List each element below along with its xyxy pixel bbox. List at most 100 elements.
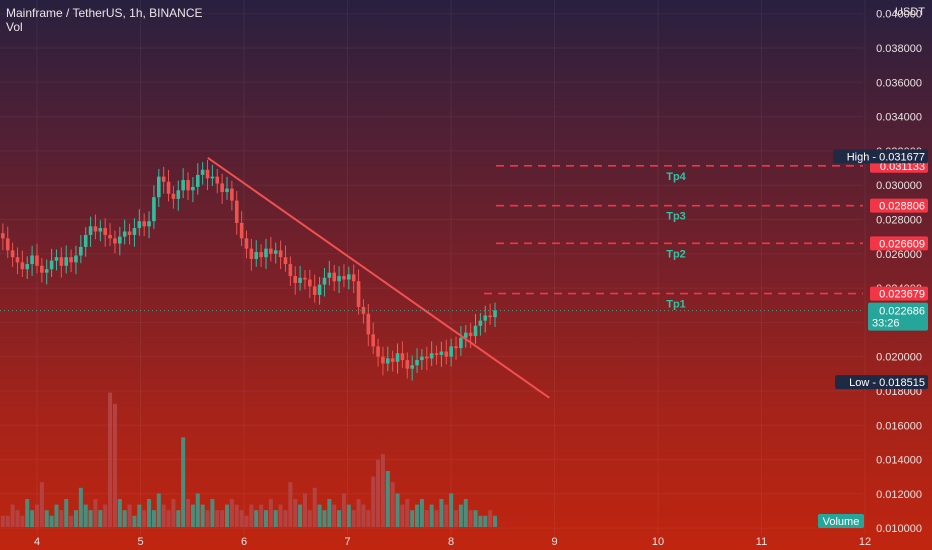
candle-body bbox=[88, 226, 93, 235]
time-tick-label: 7 bbox=[344, 536, 350, 548]
price-tick-label: 0.040000 bbox=[876, 9, 922, 21]
volume-bar bbox=[103, 504, 108, 527]
candle-body bbox=[215, 176, 220, 184]
volume-bar bbox=[30, 510, 35, 527]
volume-bar bbox=[156, 493, 161, 527]
volume-bar bbox=[249, 504, 254, 527]
symbol-title[interactable]: Mainframe / TetherUS, 1h, BINANCE bbox=[6, 6, 203, 20]
volume-bar bbox=[259, 504, 264, 527]
candle-body bbox=[15, 257, 20, 263]
candle-body bbox=[351, 274, 356, 282]
candle-body bbox=[1, 233, 5, 239]
target-price-tag-box bbox=[870, 198, 928, 213]
volume-bar bbox=[239, 510, 244, 527]
current-price-text: 0.022686 bbox=[879, 306, 925, 318]
time-tick-label: 11 bbox=[756, 536, 767, 548]
candle-body bbox=[405, 360, 410, 369]
candle-body bbox=[137, 221, 142, 229]
target-price-tag-box bbox=[870, 236, 928, 251]
volume-bar bbox=[142, 510, 147, 527]
volume-bar bbox=[405, 499, 410, 527]
volume-bar bbox=[463, 499, 468, 527]
candle-body bbox=[35, 255, 39, 266]
volume-bar bbox=[69, 515, 74, 527]
candle-body bbox=[390, 358, 395, 362]
volume-legend[interactable]: Vol bbox=[6, 20, 23, 34]
volume-bar bbox=[186, 499, 191, 527]
volume-bar bbox=[59, 510, 64, 527]
time-tick-label: 4 bbox=[34, 536, 40, 548]
candle-body bbox=[488, 315, 492, 318]
volume-bar bbox=[88, 510, 93, 527]
time-tick-label: 9 bbox=[551, 536, 557, 548]
volume-bar bbox=[234, 504, 239, 527]
volume-bar bbox=[380, 454, 385, 527]
volume-bar bbox=[478, 515, 483, 527]
volume-bar bbox=[458, 504, 463, 527]
candle-body bbox=[293, 276, 298, 283]
candle-body bbox=[493, 310, 497, 318]
volume-bar bbox=[210, 499, 215, 527]
candle-body bbox=[132, 228, 137, 235]
candle-body bbox=[54, 257, 59, 261]
volume-bar bbox=[64, 499, 69, 527]
volume-bar bbox=[395, 493, 400, 527]
volume-bar bbox=[205, 510, 210, 527]
candle-body bbox=[147, 221, 151, 227]
target-label: Tp4 bbox=[666, 171, 686, 183]
candle-body bbox=[424, 356, 429, 359]
countdown-text: 33:26 bbox=[872, 318, 900, 330]
candle-body bbox=[244, 238, 249, 249]
candle-body bbox=[83, 234, 88, 247]
price-tick-label: 0.026000 bbox=[876, 249, 922, 261]
candle-body bbox=[171, 193, 176, 199]
volume-bar bbox=[112, 403, 117, 527]
volume-bar bbox=[151, 510, 156, 527]
volume-bar bbox=[244, 515, 249, 527]
candle-body bbox=[5, 238, 10, 251]
volume-bar bbox=[449, 493, 454, 527]
candle-body bbox=[20, 262, 25, 270]
candle-body bbox=[400, 353, 405, 361]
target-price-tag-text: 0.023679 bbox=[879, 289, 925, 301]
time-tick-label: 12 bbox=[859, 536, 871, 548]
volume-bar bbox=[98, 510, 103, 527]
volume-bar bbox=[34, 504, 39, 527]
target-lines[interactable]: Tp1 Tp2 Tp3 Tp4 bbox=[484, 164, 863, 311]
candle-body bbox=[239, 222, 244, 239]
volume-bar bbox=[25, 499, 30, 527]
target-label: Tp3 bbox=[666, 211, 686, 223]
volume-bar bbox=[39, 482, 44, 527]
volume-bar bbox=[468, 510, 473, 527]
volume-bar bbox=[127, 504, 132, 527]
volume-bar bbox=[78, 487, 83, 527]
volume-bar bbox=[283, 510, 288, 527]
candle-body bbox=[454, 346, 458, 349]
candle-body bbox=[176, 190, 181, 199]
candle-body bbox=[468, 332, 473, 337]
candle-body bbox=[113, 238, 117, 244]
volume-bar bbox=[220, 510, 225, 527]
candle-body bbox=[156, 176, 161, 198]
candle-body bbox=[361, 306, 366, 314]
volume-bar bbox=[317, 504, 322, 527]
volume-bar bbox=[298, 504, 303, 527]
trendline[interactable] bbox=[207, 156, 550, 399]
volume-bar bbox=[327, 499, 332, 527]
price-tick-label: 0.028000 bbox=[876, 214, 922, 226]
candle-body bbox=[118, 236, 122, 244]
volume-bar bbox=[473, 510, 478, 527]
volume-bar bbox=[132, 515, 137, 527]
candle-body bbox=[191, 186, 195, 191]
time-axis[interactable]: 4 5 6 7 8 9 10 11 12 bbox=[34, 536, 871, 548]
volume-bar bbox=[166, 510, 171, 527]
candle-body bbox=[166, 181, 171, 194]
price-tick-label: 0.036000 bbox=[876, 77, 922, 89]
candle-body bbox=[234, 200, 239, 223]
volume-bar bbox=[10, 504, 15, 527]
volume-bar bbox=[225, 504, 230, 527]
volume-bar bbox=[73, 510, 78, 527]
